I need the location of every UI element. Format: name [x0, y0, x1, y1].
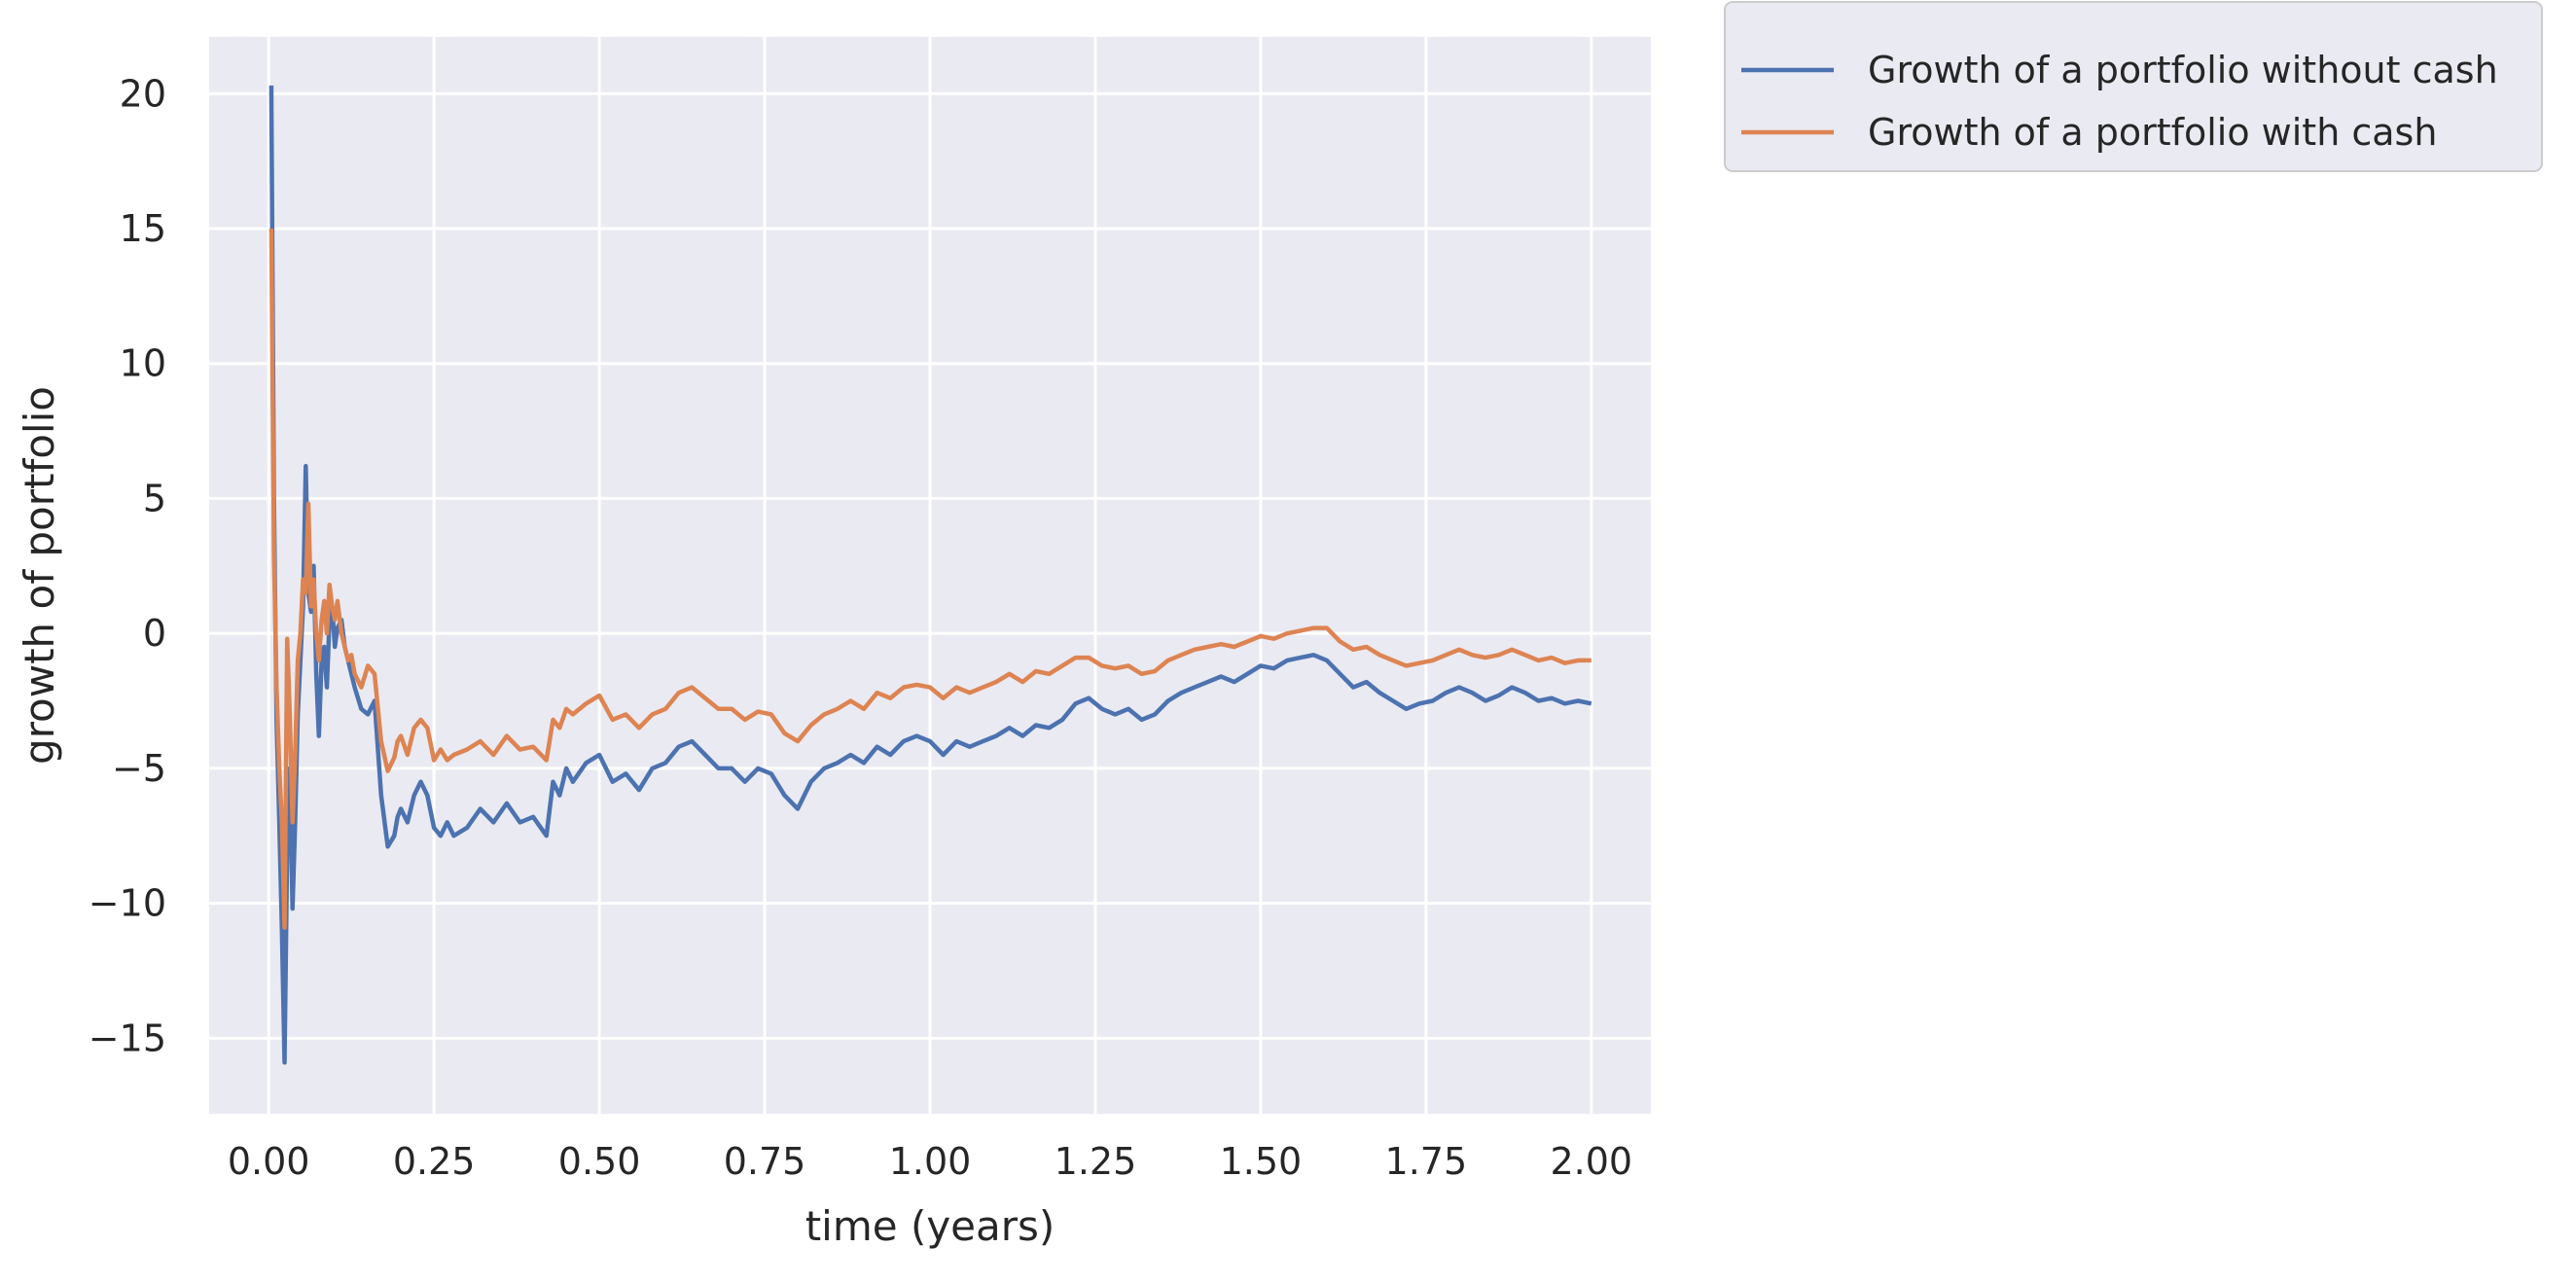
y-axis-label: growth of portfolio	[16, 386, 63, 765]
legend-label-with-cash: Growth of a portfolio with cash	[1868, 111, 2437, 154]
legend-label-without-cash: Growth of a portfolio without cash	[1868, 49, 2498, 91]
y-tick-labels: −15 −10 −5 0 5 10 15 20	[89, 72, 166, 1059]
x-tick-labels: 0.00 0.25 0.50 0.75 1.00 1.25 1.50 1.75 2.00	[228, 1140, 1632, 1183]
y-tick-label: 20	[120, 72, 166, 115]
legend: Growth of a portfolio without cash Growt…	[1724, 1, 2543, 172]
series-line-without-cash	[268, 85, 1592, 1065]
y-tick-label: −10	[89, 882, 166, 925]
y-tick-label: 0	[143, 612, 166, 655]
y-tick-label: 15	[120, 207, 166, 250]
x-tick-label: 2.00	[1551, 1140, 1633, 1183]
legend-box	[1724, 1, 2543, 172]
x-tick-label: 1.25	[1055, 1140, 1137, 1183]
y-tick-label: 5	[143, 477, 166, 519]
x-tick-label: 1.50	[1220, 1140, 1303, 1183]
y-tick-label: −5	[112, 747, 166, 790]
x-tick-label: 1.00	[889, 1140, 972, 1183]
x-tick-label: 0.00	[228, 1140, 310, 1183]
series-line-with-cash	[268, 228, 1592, 930]
x-axis-label: time (years)	[805, 1202, 1055, 1250]
series-lines	[268, 85, 1592, 1065]
y-tick-label: 10	[120, 342, 166, 385]
x-tick-label: 0.25	[393, 1140, 476, 1183]
grid	[209, 37, 1651, 1114]
x-tick-label: 0.50	[558, 1140, 641, 1183]
x-tick-label: 1.75	[1385, 1140, 1468, 1183]
x-tick-label: 0.75	[724, 1140, 806, 1183]
y-tick-label: −15	[89, 1016, 166, 1059]
